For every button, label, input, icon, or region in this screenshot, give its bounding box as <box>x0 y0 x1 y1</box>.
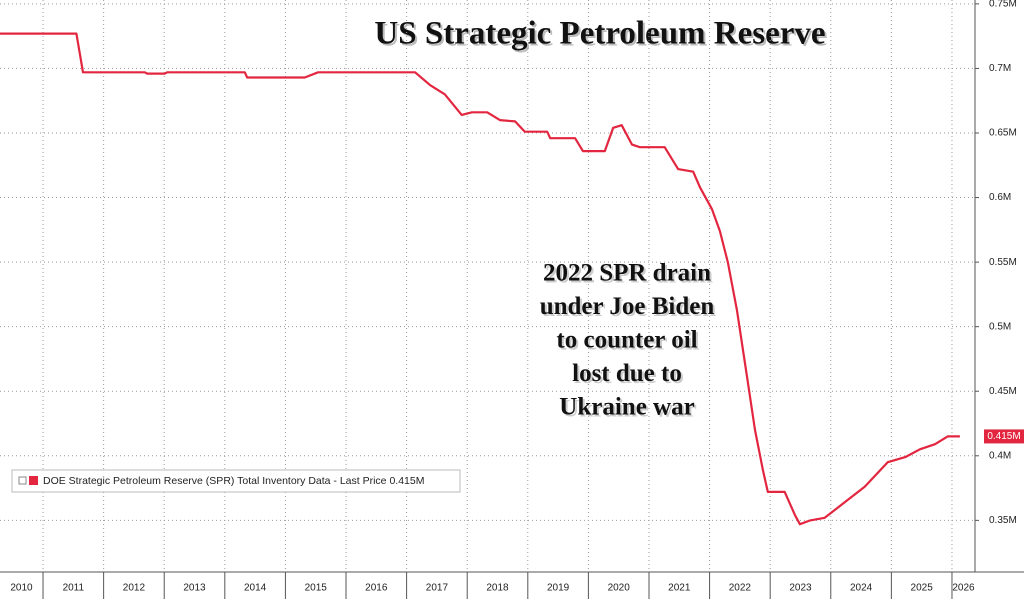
legend-swatch <box>29 476 38 485</box>
y-tick-label: 0.7M <box>989 63 1011 74</box>
annotation: to counter oil <box>556 327 697 354</box>
legend-box <box>11 469 461 493</box>
y-tick-label: 0.45M <box>989 386 1017 397</box>
annotation-shadow: 2022 SPR drain <box>545 262 713 289</box>
annotation-shadow: lost due to <box>574 362 684 389</box>
last-price-label: 0.415M <box>987 431 1020 442</box>
chart-title: US Strategic Petroleum Reserve <box>374 16 825 52</box>
x-tick-label: 2020 <box>608 583 631 594</box>
x-tick-label: 2017 <box>426 583 449 594</box>
y-tick-label: 0.5M <box>989 321 1011 332</box>
x-tick-label: 2010 <box>10 583 33 594</box>
y-tick-label: 0.55M <box>989 257 1017 268</box>
legend-label: DOE Strategic Petroleum Reserve (SPR) To… <box>43 475 424 487</box>
x-tick-label: 2022 <box>729 583 752 594</box>
series-line <box>0 32 960 526</box>
x-tick-label: 2015 <box>305 583 328 594</box>
y-tick-label: 0.4M <box>989 450 1011 461</box>
y-tick-label: 0.75M <box>989 0 1017 10</box>
last-price-tag <box>984 429 1024 444</box>
x-tick-label: 2024 <box>850 583 873 594</box>
annotation-shadow: under Joe Biden <box>542 295 717 322</box>
x-tick-label: 2011 <box>63 583 85 594</box>
annotation: 2022 SPR drain <box>543 260 711 287</box>
x-tick-label: 2013 <box>183 583 206 594</box>
legend: DOE Strategic Petroleum Reserve (SPR) To… <box>11 469 461 493</box>
annotation: Ukraine war <box>559 394 694 421</box>
x-tick-label: 2019 <box>547 583 570 594</box>
x-tick-label: 2023 <box>789 583 812 594</box>
x-tick-label: 2026 <box>952 583 975 594</box>
x-tick-label: 2018 <box>486 583 509 594</box>
x-tick-label: 2016 <box>365 583 388 594</box>
annotation: lost due to <box>572 360 682 387</box>
y-tick-label: 0.6M <box>989 192 1011 203</box>
y-tick-label: 0.65M <box>989 128 1017 139</box>
x-tick-label: 2021 <box>668 583 691 594</box>
y-tick-label: 0.35M <box>989 515 1017 526</box>
chart-title-shadow: US Strategic Petroleum Reserve <box>376 18 827 54</box>
annotation-shadow: Ukraine war <box>561 396 696 423</box>
annotation-shadow: to counter oil <box>558 329 699 356</box>
x-tick-label: 2025 <box>911 583 934 594</box>
annotation: under Joe Biden <box>540 293 715 320</box>
legend-toggle[interactable] <box>18 476 27 485</box>
x-tick-label: 2012 <box>123 583 146 594</box>
x-tick-label: 2014 <box>244 583 267 594</box>
